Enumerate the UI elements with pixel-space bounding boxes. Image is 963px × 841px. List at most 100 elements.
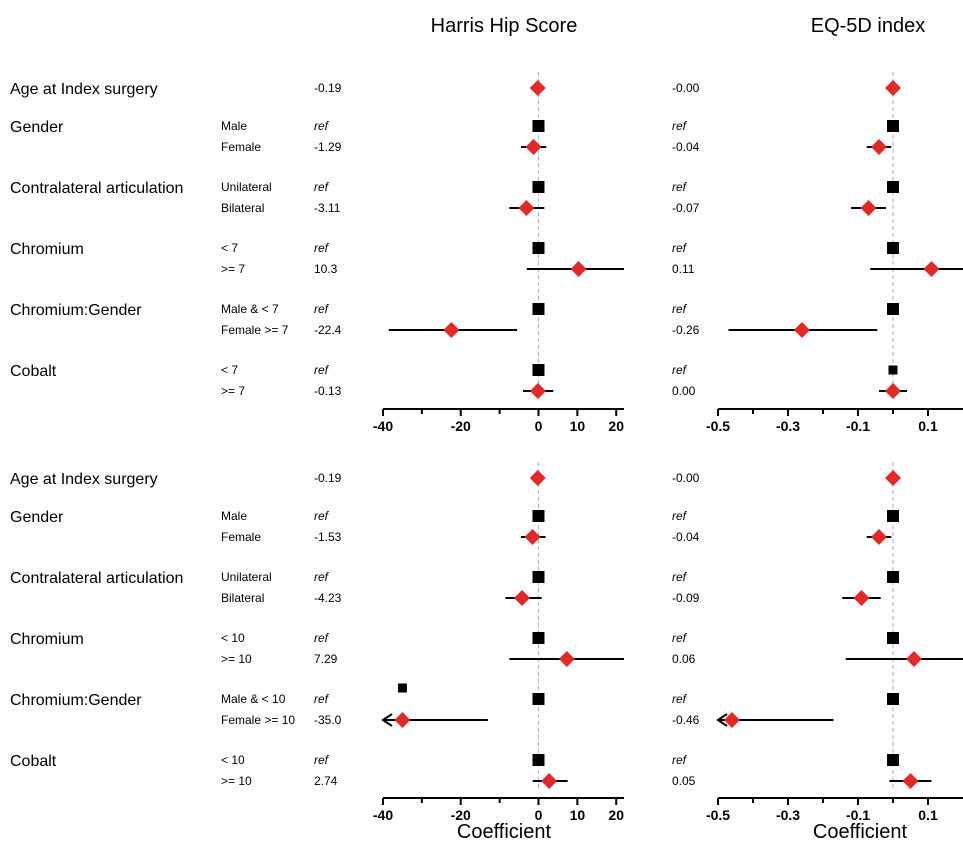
estimate-diamond-eq	[871, 139, 887, 155]
level-label: < 7	[221, 363, 238, 377]
ref-square-hhs	[532, 693, 545, 705]
x-tick-label-hhs: -20	[451, 807, 471, 823]
coef-label-eq: 0.06	[672, 652, 696, 666]
level-label: Female >= 10	[221, 713, 295, 727]
x-tick-label-hhs: 10	[570, 807, 586, 823]
x-tick-label-hhs: 0	[535, 807, 543, 823]
level-label: Bilateral	[221, 591, 264, 605]
ref-square-eq	[887, 754, 899, 766]
estimate-diamond-eq	[724, 712, 740, 728]
level-label: Male & < 10	[221, 692, 286, 706]
x-tick-label-eq: 0.1	[918, 807, 938, 823]
coef-label-hhs: -0.19	[314, 471, 342, 485]
ref-square-eq	[887, 303, 899, 315]
estimate-diamond-hhs	[529, 80, 546, 96]
level-label: < 7	[221, 241, 238, 255]
variable-name: Gender	[10, 509, 64, 526]
coef-label-eq: ref	[672, 302, 688, 316]
x-tick-label-eq: -0.3	[776, 418, 800, 434]
ref-square-hhs	[532, 181, 545, 193]
coef-label-hhs: ref	[314, 119, 330, 133]
level-label: Female	[221, 140, 261, 154]
coef-label-hhs: -3.11	[314, 201, 341, 215]
coef-label-hhs: ref	[314, 363, 330, 377]
level-label: Male	[221, 119, 247, 133]
coef-label-hhs: ref	[314, 241, 330, 255]
variable-name: Chromium:Gender	[10, 692, 142, 709]
variable-name: Cobalt	[10, 363, 57, 380]
level-label: Male & < 7	[221, 302, 279, 316]
coef-label-eq: ref	[672, 119, 688, 133]
coef-label-hhs: -22.4	[314, 323, 342, 337]
estimate-diamond-hhs	[394, 712, 411, 728]
coef-label-hhs: -1.29	[314, 140, 342, 154]
x-tick-label-hhs: -20	[451, 418, 471, 434]
estimate-diamond-eq	[871, 529, 887, 545]
estimate-diamond-eq	[902, 773, 919, 789]
coef-label-hhs: 10.3	[314, 262, 338, 276]
coef-label-eq: -0.00	[672, 81, 700, 95]
ref-square-hhs	[532, 242, 545, 254]
variable-name: Cobalt	[10, 753, 57, 770]
ref-square-eq	[887, 242, 899, 254]
coef-label-hhs: ref	[314, 692, 330, 706]
x-tick-label-hhs: -40	[373, 807, 393, 823]
coef-label-hhs: ref	[314, 509, 330, 523]
estimate-diamond-hhs	[443, 322, 460, 338]
coef-label-hhs: -0.19	[314, 81, 342, 95]
x-tick-label-eq: -0.1	[846, 807, 870, 823]
coef-label-hhs: ref	[314, 570, 330, 584]
coef-label-eq: -0.00	[672, 471, 700, 485]
x-tick-label-eq: -0.3	[776, 807, 800, 823]
estimate-diamond-eq	[923, 261, 940, 277]
x-tick-label-eq: -0.1	[846, 418, 870, 434]
ref-square-eq	[888, 365, 898, 375]
estimate-diamond-eq	[885, 80, 901, 96]
estimate-diamond-eq	[794, 322, 810, 338]
level-label: Male	[221, 509, 247, 523]
panel-title-hhs: Harris Hip Score	[431, 15, 578, 37]
coef-label-hhs: ref	[314, 180, 330, 194]
ref-square-eq	[887, 181, 899, 193]
x-tick-label-hhs: 20	[608, 418, 624, 434]
x-tick-label-hhs: 20	[608, 807, 624, 823]
variable-name: Gender	[10, 119, 64, 136]
coef-label-eq: ref	[672, 363, 688, 377]
level-label: >= 10	[221, 774, 252, 788]
level-label: Unilateral	[221, 180, 272, 194]
variable-name: Age at Index surgery	[10, 81, 158, 98]
x-tick-label-hhs: -40	[373, 418, 393, 434]
coef-label-hhs: ref	[314, 631, 330, 645]
estimate-diamond-hhs	[529, 383, 546, 399]
ref-square-hhs	[532, 754, 545, 766]
level-label: < 10	[221, 631, 245, 645]
estimate-diamond-eq	[906, 651, 922, 667]
coef-label-hhs: ref	[314, 753, 330, 767]
coef-label-hhs: 2.74	[314, 774, 338, 788]
estimate-diamond-hhs	[518, 200, 535, 216]
coef-label-eq: ref	[672, 753, 688, 767]
x-axis-label-hhs: Coefficient	[457, 821, 552, 841]
ref-square-hhs	[532, 510, 545, 522]
coef-label-eq: -0.07	[672, 201, 700, 215]
x-tick-label-eq: -0.5	[706, 807, 730, 823]
coef-label-hhs: ref	[314, 302, 330, 316]
coef-label-hhs: -0.13	[314, 384, 342, 398]
coef-label-eq: -0.26	[672, 323, 700, 337]
ref-square-hhs	[532, 571, 545, 583]
coef-label-eq: 0.05	[672, 774, 696, 788]
level-label: Female >= 7	[221, 323, 289, 337]
coef-label-eq: ref	[672, 509, 688, 523]
level-label: >= 10	[221, 652, 252, 666]
ref-square-hhs	[532, 303, 545, 315]
coef-label-eq: ref	[672, 570, 688, 584]
estimate-diamond-hhs	[514, 590, 531, 606]
level-label: Bilateral	[221, 201, 264, 215]
ref-square-eq	[887, 693, 899, 705]
ci-arrow-eq	[716, 713, 728, 727]
x-tick-label-eq: -0.5	[706, 418, 730, 434]
coef-label-eq: ref	[672, 241, 688, 255]
estimate-diamond-hhs	[558, 651, 575, 667]
x-tick-label-hhs: 0	[535, 418, 543, 434]
estimate-diamond-hhs	[570, 261, 587, 277]
